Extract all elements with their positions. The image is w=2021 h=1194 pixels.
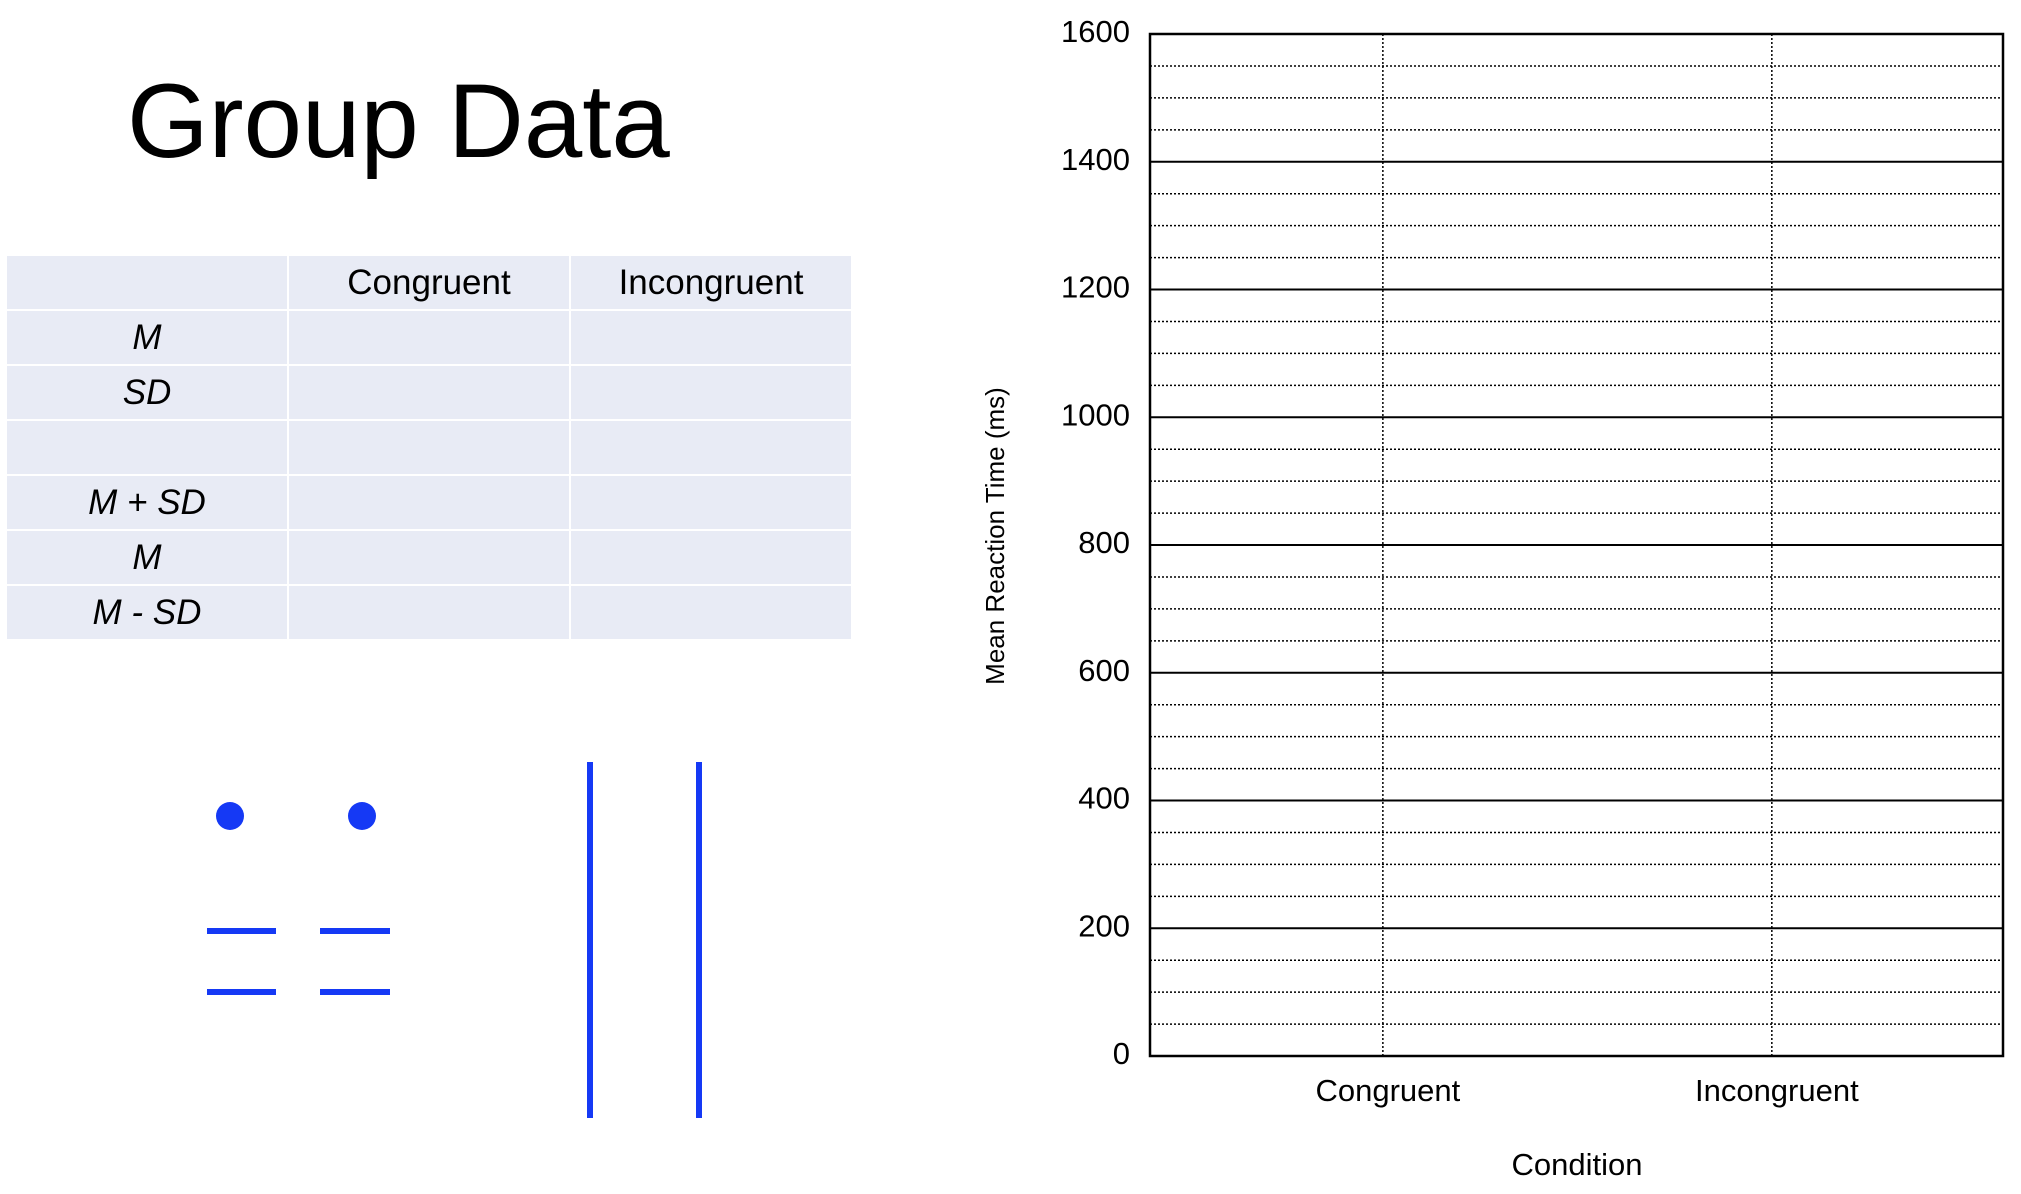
x-tick-label: Incongruent	[1695, 1073, 1859, 1108]
y-tick-label: 1600	[1061, 14, 1130, 49]
table-cell: M - SD	[5, 584, 289, 641]
table-cell	[569, 584, 853, 641]
y-tick-label: 0	[1113, 1036, 1130, 1071]
table-cell: Congruent	[287, 254, 571, 311]
data-table: Congruent Incongruent M SD M + SD M M - SD	[5, 254, 853, 641]
table-cell: M	[5, 309, 289, 366]
table-cell	[569, 364, 853, 421]
y-tick-label: 1000	[1061, 397, 1130, 432]
table-cell	[287, 474, 571, 531]
table-cell: M + SD	[5, 474, 289, 531]
table-row: M - SD	[5, 584, 853, 641]
table-cell: Incongruent	[569, 254, 853, 311]
table-cell	[5, 254, 289, 311]
table-cell	[569, 419, 853, 476]
table-row: M + SD	[5, 474, 853, 531]
y-tick-label: 800	[1078, 525, 1130, 560]
legend-shapes	[207, 762, 702, 1118]
table-cell	[287, 584, 571, 641]
table-cell	[5, 419, 289, 476]
table-cell	[287, 364, 571, 421]
y-tick-label: 1200	[1061, 270, 1130, 305]
table-row: M	[5, 529, 853, 586]
table-cell	[569, 309, 853, 366]
plot-frame	[1148, 32, 2005, 1058]
table-cell	[287, 419, 571, 476]
y-tick-label: 200	[1078, 908, 1130, 943]
table-row: SD	[5, 364, 853, 421]
x-tick-label: Congruent	[1315, 1073, 1460, 1108]
y-tick-label: 600	[1078, 653, 1130, 688]
y-tick-label: 400	[1078, 781, 1130, 816]
x-axis-label: Condition	[1512, 1147, 1643, 1182]
slide-title: Group Data	[127, 63, 670, 180]
mean-dot	[216, 802, 244, 830]
table-cell: M	[5, 529, 289, 586]
table-row: Congruent Incongruent	[5, 254, 853, 311]
table-row	[5, 419, 853, 476]
table-row: M	[5, 309, 853, 366]
table-cell	[287, 529, 571, 586]
table-cell	[287, 309, 571, 366]
y-tick-label: 1400	[1061, 142, 1130, 177]
y-axis-label: Mean Reaction Time (ms)	[980, 387, 1010, 685]
table-cell: SD	[5, 364, 289, 421]
table-cell	[569, 474, 853, 531]
mean-dot	[348, 802, 376, 830]
table-cell	[569, 529, 853, 586]
